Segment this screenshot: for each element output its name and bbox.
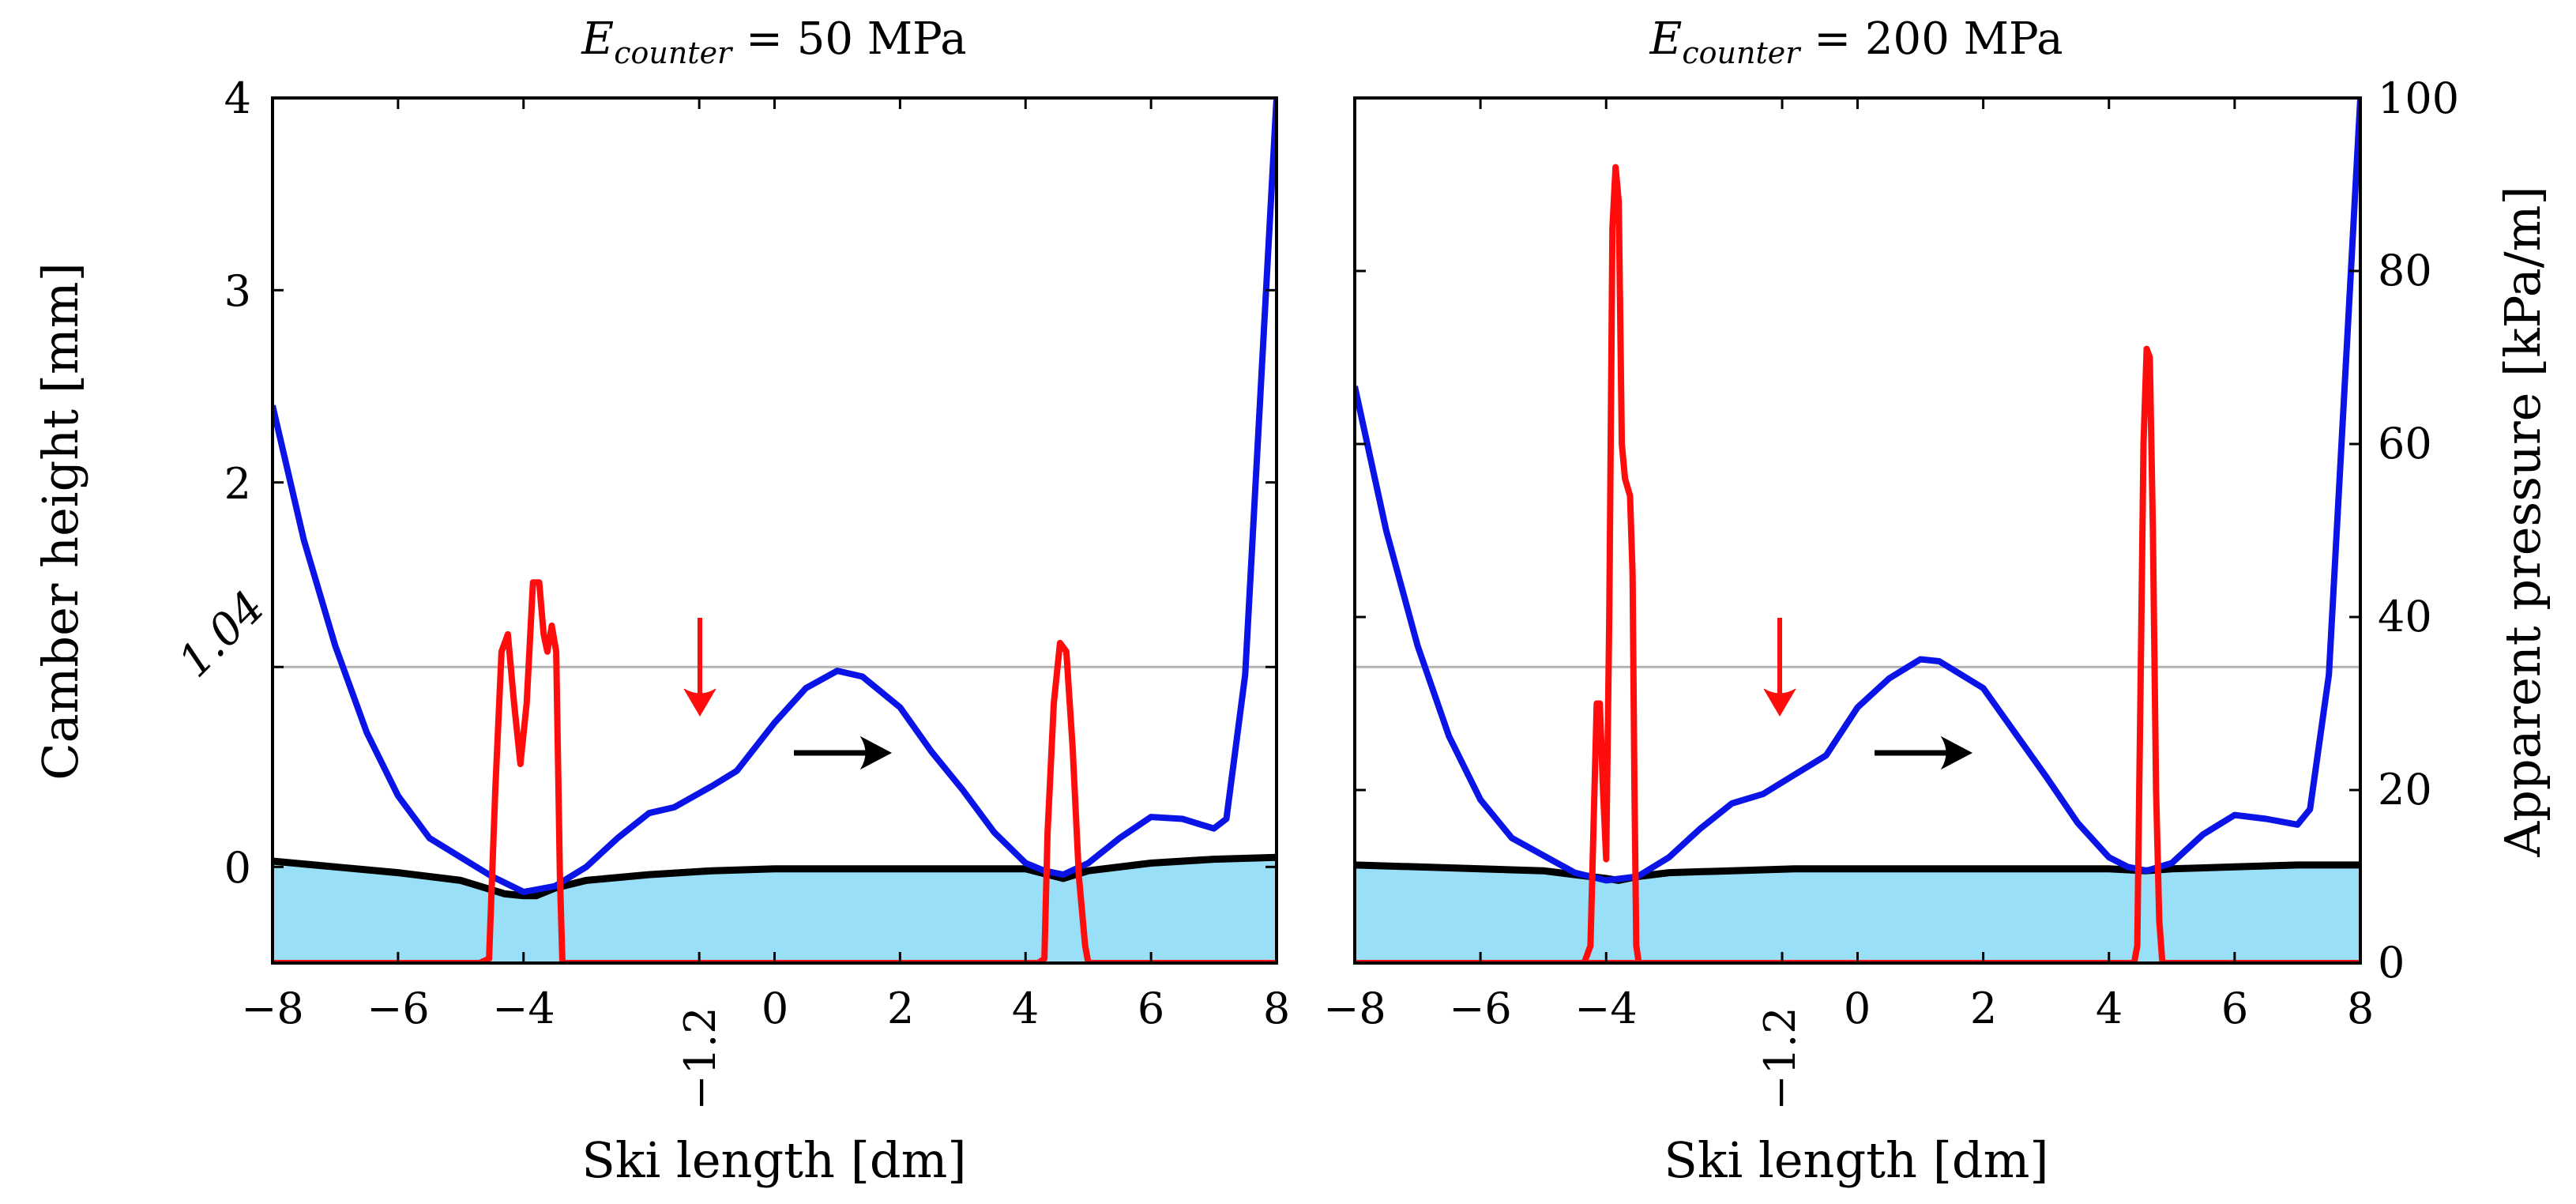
camber-curve — [273, 98, 1277, 895]
y2-axis-label: Apparent pressure [kPa/m] — [2494, 186, 2552, 857]
x-tick-label: −4 — [492, 984, 555, 1033]
y2-tick-label: 80 — [2378, 246, 2432, 295]
x-tick-label: −4 — [1574, 984, 1638, 1033]
y2-tick-label: 0 — [2378, 938, 2405, 988]
x-tick-labels-right: −8 −6 −4 0 2 4 6 8 −1.2 — [1323, 984, 2374, 1111]
x-tick-label: −6 — [1449, 984, 1512, 1033]
x-special-tick-label: −1.2 — [1755, 1006, 1805, 1110]
y2-tick-label: 100 — [2378, 73, 2459, 123]
x-tick-label: −8 — [241, 984, 304, 1033]
x-tick-label: −8 — [1323, 984, 1386, 1033]
x-tick-label: 8 — [2347, 984, 2374, 1033]
x-tick-label: 2 — [1970, 984, 1997, 1033]
y-axis-label-left: Camber height [mm] — [32, 262, 89, 781]
x-tick-label: 8 — [1263, 984, 1290, 1033]
tick-marks-right — [1353, 96, 2362, 965]
x-tick-label: 0 — [1844, 984, 1871, 1033]
direction-arrow — [794, 736, 893, 770]
x-axis-label-right: Ski length [dm] — [1664, 1131, 2048, 1189]
y2-tick-labels: 0 20 40 60 80 100 — [2378, 73, 2459, 988]
pressure-curve — [1355, 164, 2360, 963]
snow-region-fill — [1355, 864, 2360, 963]
x-tick-label: 4 — [2096, 984, 2123, 1033]
panel-title-left: Ecounter = 50 MPa — [581, 13, 966, 70]
y-tick-label: 3 — [224, 266, 251, 316]
snow-region-fill — [273, 857, 1277, 963]
pressure-curve — [273, 579, 1277, 963]
camber-curve — [1355, 98, 2360, 884]
y-tick-label: 0 — [224, 843, 251, 893]
plot-area-right — [1355, 98, 2360, 963]
load-position-arrow — [1763, 618, 1796, 717]
panel-title-right: Ecounter = 200 MPa — [1649, 13, 2063, 70]
x-tick-label: 6 — [2221, 984, 2248, 1033]
load-position-arrow — [683, 618, 716, 717]
snow-surface-line — [1355, 861, 2360, 884]
y-tick-label: 4 — [224, 73, 251, 123]
y2-tick-label: 20 — [2378, 765, 2432, 815]
y-tick-label: 2 — [224, 459, 251, 509]
x-tick-label: 4 — [1012, 984, 1039, 1033]
panel-right: Ecounter = 200 MPa −8 −6 −4 0 2 4 6 8 −1… — [1323, 13, 2552, 1189]
x-tick-labels-left: −8 −6 −4 0 2 4 6 8 −1.2 — [241, 984, 1290, 1111]
x-tick-label: 0 — [762, 984, 788, 1033]
y2-tick-label: 40 — [2378, 592, 2432, 642]
y-special-tick-label: 1.04 — [169, 581, 275, 687]
panel-left: Ecounter = 50 MPa −8 −6 −4 0 2 4 6 8 −1.… — [32, 13, 1290, 1189]
y-tick-labels-left: 0 2 3 4 1.04 — [169, 73, 275, 893]
x-tick-label: 2 — [887, 984, 914, 1033]
tick-marks-left — [271, 96, 1278, 963]
x-axis-label-left: Ski length [dm] — [581, 1131, 966, 1189]
x-tick-label: −6 — [367, 984, 430, 1033]
x-special-tick-label: −1.2 — [675, 1006, 725, 1110]
direction-arrow — [1875, 736, 1973, 770]
y2-tick-label: 60 — [2378, 419, 2432, 468]
x-tick-label: 6 — [1138, 984, 1164, 1033]
plot-area-left — [273, 98, 1277, 963]
